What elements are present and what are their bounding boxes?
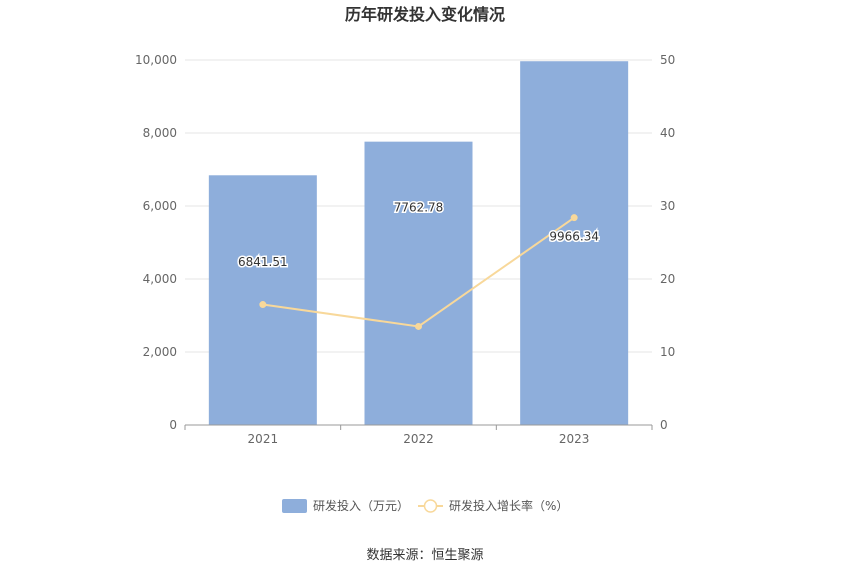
legend-bar-label: 研发投入（万元） bbox=[313, 498, 409, 513]
right-tick-label: 40 bbox=[660, 126, 675, 140]
right-axis: 0 10 20 30 40 50 bbox=[660, 53, 675, 432]
growth-point-2023[interactable] bbox=[570, 214, 578, 222]
left-axis: 0 2,000 4,000 6,000 8,000 10,000 bbox=[135, 53, 177, 432]
left-tick-label: 4,000 bbox=[143, 272, 177, 286]
bar-data-label: 9966.34 bbox=[549, 230, 599, 244]
right-tick-label: 0 bbox=[660, 418, 668, 432]
bar-2021[interactable] bbox=[208, 175, 317, 425]
bar-2022[interactable] bbox=[364, 141, 473, 426]
right-tick-label: 20 bbox=[660, 272, 675, 286]
chart-title: 历年研发投入变化情况 bbox=[345, 5, 505, 24]
legend-bar-swatch bbox=[282, 499, 307, 513]
legend-line-label: 研发投入增长率（%） bbox=[449, 498, 568, 513]
bar-series bbox=[208, 61, 629, 426]
x-tick-label: 2021 bbox=[248, 432, 279, 446]
source-note: 数据来源：恒生聚源 bbox=[366, 548, 483, 563]
growth-point-2022[interactable] bbox=[415, 322, 422, 330]
x-axis: 2021 2022 2023 bbox=[184, 425, 653, 446]
bar-data-label: 7762.78 bbox=[394, 200, 444, 214]
left-tick-label: 6,000 bbox=[143, 199, 177, 213]
growth-point-2021[interactable] bbox=[259, 301, 267, 309]
line-series bbox=[259, 214, 578, 330]
x-tick-label: 2023 bbox=[559, 432, 590, 446]
right-tick-label: 10 bbox=[660, 345, 675, 359]
right-tick-label: 30 bbox=[660, 199, 675, 213]
left-tick-label: 8,000 bbox=[143, 126, 177, 140]
right-tick-label: 50 bbox=[660, 53, 675, 67]
legend-line-marker bbox=[423, 499, 438, 513]
bar-data-label: 6841.51 bbox=[238, 255, 288, 269]
x-tick-label: 2022 bbox=[403, 432, 434, 446]
left-tick-label: 2,000 bbox=[143, 345, 177, 359]
left-tick-label: 0 bbox=[169, 418, 177, 432]
left-tick-label: 10,000 bbox=[135, 53, 177, 67]
legend-item-line[interactable]: 研发投入增长率（%） bbox=[418, 498, 568, 513]
bar-data-labels: 6841.51 7762.78 9966.34 bbox=[237, 199, 601, 271]
legend-item-bar[interactable]: 研发投入（万元） bbox=[282, 498, 409, 513]
legend: 研发投入（万元） 研发投入增长率（%） bbox=[282, 498, 568, 513]
